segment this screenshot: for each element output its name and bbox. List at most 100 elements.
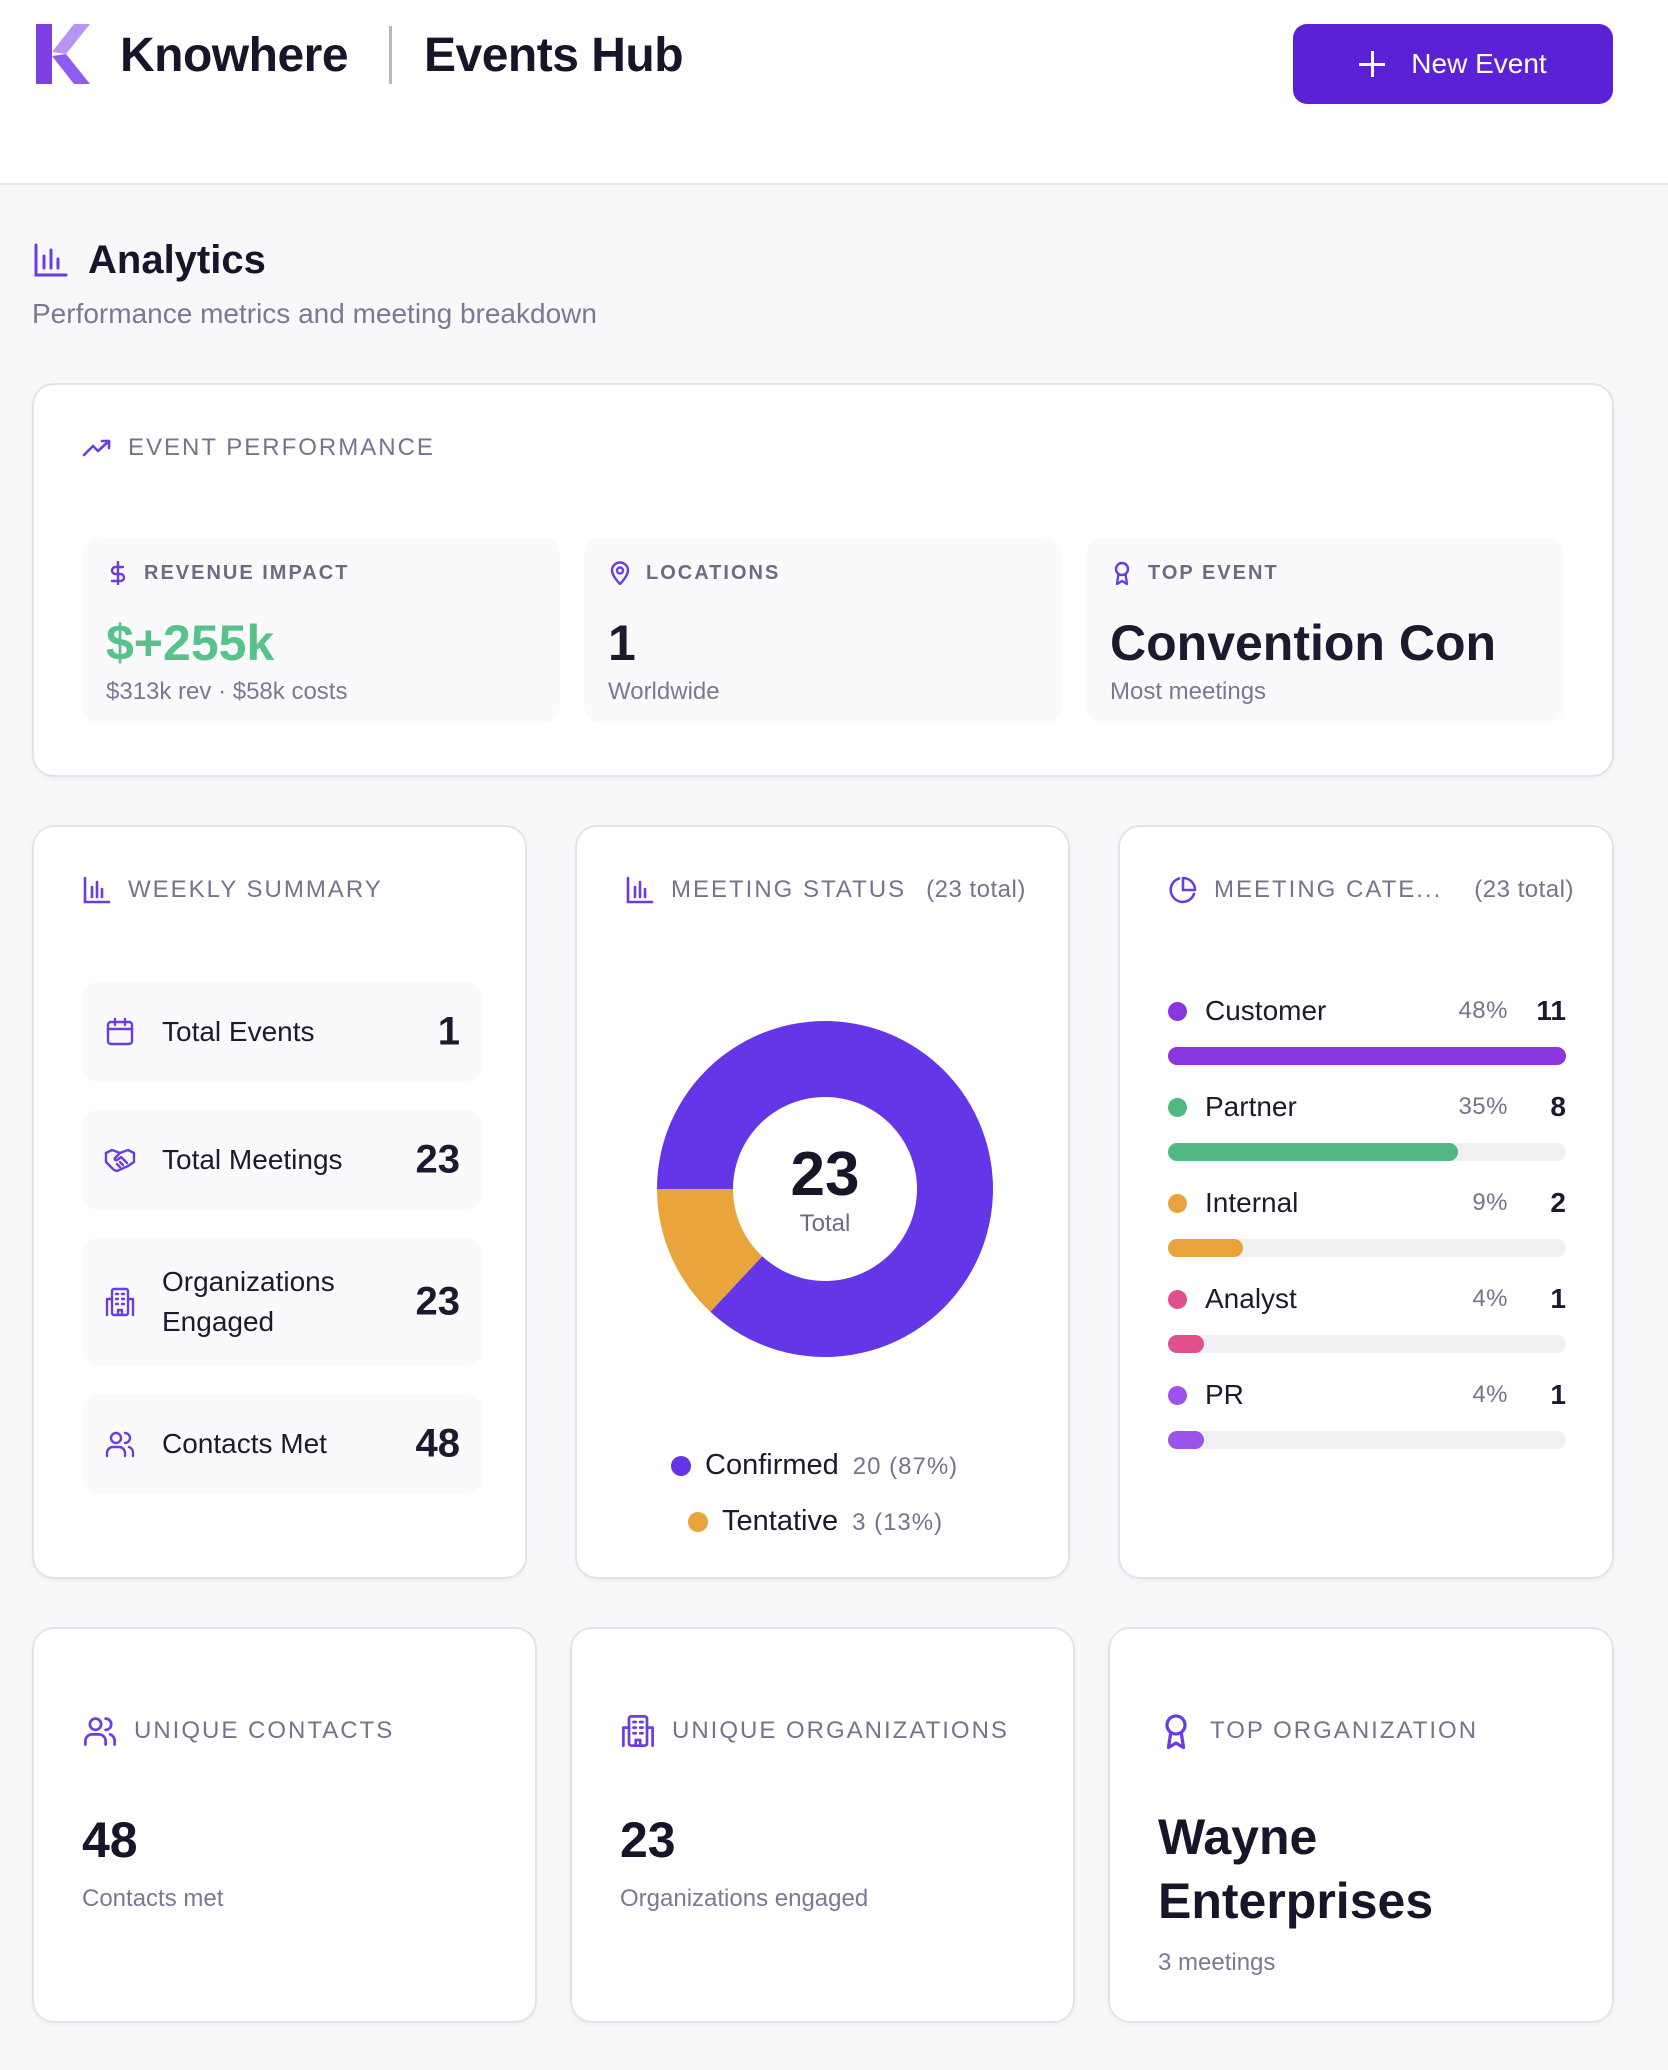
knowhere-logo-icon[interactable] <box>36 24 90 84</box>
unique-organizations-heading: UNIQUE ORGANIZATIONS <box>620 1713 1009 1749</box>
new-event-button[interactable]: New Event <box>1293 24 1613 104</box>
meeting-status-label: MEETING STATUS <box>671 876 907 903</box>
category-name: Analyst <box>1205 1283 1297 1314</box>
revenue-impact-tile: REVENUE IMPACT $+255k $313k rev · $58k c… <box>82 537 560 723</box>
category-item: Customer 48% 11 <box>1168 991 1566 1071</box>
weekly-summary-card: WEEKLY SUMMARY Total Events 1 Total Meet… <box>32 825 527 1579</box>
category-count: 8 <box>1550 1091 1566 1122</box>
category-item: PR 4% 1 <box>1168 1375 1566 1455</box>
unique-organizations-detail: Organizations engaged <box>620 1885 869 1912</box>
weekly-row-total-events: Total Events 1 <box>82 982 482 1082</box>
unique-organizations-label: UNIQUE ORGANIZATIONS <box>672 1717 1009 1744</box>
weekly-row-value: 23 <box>415 1279 461 1324</box>
category-bar-fill <box>1168 1335 1204 1353</box>
unique-contacts-label: UNIQUE CONTACTS <box>134 1717 395 1744</box>
meeting-categories-label: MEETING CATE... <box>1214 876 1443 903</box>
legend-label: Tentative <box>722 1505 839 1537</box>
map-pin-icon <box>610 561 630 585</box>
brand-divider <box>389 26 392 84</box>
category-dot <box>1168 1385 1187 1405</box>
donut-center: 23 Total <box>657 1021 993 1357</box>
page-title: Events Hub <box>424 29 684 82</box>
legend-detail: 3 (13%) <box>852 1509 944 1536</box>
pie-chart-icon <box>1169 876 1197 904</box>
locations-value: 1 <box>608 615 636 671</box>
top-event-value: Convention Con <box>1110 615 1497 671</box>
category-count: 1 <box>1550 1283 1566 1314</box>
category-name: Partner <box>1205 1091 1297 1122</box>
category-bar-track <box>1168 1431 1566 1449</box>
trending-up-icon <box>82 439 111 457</box>
category-item: Partner 35% 8 <box>1168 1087 1566 1167</box>
analytics-title: Analytics <box>88 238 266 282</box>
donut-slice-tentative[interactable] <box>657 1189 763 1312</box>
category-item: Analyst 4% 1 <box>1168 1279 1566 1359</box>
top-organization-label: TOP ORGANIZATION <box>1210 1717 1479 1744</box>
donut-slice-confirmed[interactable] <box>657 1021 993 1357</box>
weekly-row-value: 48 <box>415 1421 461 1466</box>
event-performance-card: EVENT PERFORMANCE REVENUE IMPACT $+255k … <box>32 383 1614 777</box>
unique-organizations-value: 23 <box>620 1812 676 1868</box>
category-dot <box>1168 1001 1187 1021</box>
calendar-icon <box>106 1017 134 1046</box>
revenue-impact-label: REVENUE IMPACT <box>144 561 350 584</box>
legend-dot <box>688 1511 708 1532</box>
category-bar-track <box>1168 1143 1566 1161</box>
legend-dot <box>671 1455 691 1476</box>
category-count: 11 <box>1536 995 1566 1026</box>
bar-chart-icon <box>34 243 68 277</box>
weekly-row-contacts-met: Contacts Met 48 <box>82 1394 482 1494</box>
category-percent: 9% <box>1472 1189 1508 1216</box>
category-bar-track <box>1168 1335 1566 1353</box>
award-icon <box>1114 561 1130 585</box>
top-event-tile: TOP EVENT Convention Con Most meetings <box>1086 537 1564 723</box>
meeting-categories-heading: MEETING CATE... (23 total) <box>1168 875 1574 905</box>
legend-detail: 20 (87%) <box>852 1453 959 1480</box>
category-bar-fill <box>1168 1047 1566 1065</box>
meeting-categories-total: (23 total) <box>1474 876 1574 903</box>
weekly-row-label: Organizations Engaged <box>162 1266 335 1337</box>
users-icon <box>84 1717 116 1746</box>
weekly-row-label: Total Meetings <box>162 1144 343 1175</box>
weekly-summary-label: WEEKLY SUMMARY <box>128 876 383 903</box>
building-icon <box>105 1287 135 1317</box>
category-percent: 48% <box>1458 997 1508 1024</box>
legend-label: Confirmed <box>705 1449 839 1481</box>
unique-contacts-heading: UNIQUE CONTACTS <box>82 1713 394 1749</box>
category-row: Customer 48% 11 <box>1168 991 1566 1031</box>
top-event-label: TOP EVENT <box>1148 561 1279 584</box>
weekly-summary-heading: WEEKLY SUMMARY <box>82 875 383 905</box>
unique-contacts-detail: Contacts met <box>82 1885 224 1912</box>
donut-total-value: 23 <box>790 1140 860 1209</box>
weekly-row-label: Total Events <box>162 1016 315 1047</box>
weekly-row-total-meetings: Total Meetings 23 <box>82 1110 482 1210</box>
category-bar-fill <box>1168 1431 1204 1449</box>
meeting-status-chart: 23 Total <box>657 1021 993 1357</box>
category-dot <box>1168 1097 1187 1117</box>
top-event-detail: Most meetings <box>1110 678 1267 705</box>
category-count: 1 <box>1550 1379 1566 1410</box>
top-bar: Knowhere Events Hub New Event <box>0 0 1668 185</box>
top-organization-heading: TOP ORGANIZATION <box>1158 1713 1478 1749</box>
category-bar-fill <box>1168 1239 1243 1257</box>
meeting-status-total: (23 total) <box>926 876 1026 903</box>
building-icon <box>622 1715 654 1747</box>
bar-chart-icon <box>83 876 111 904</box>
category-row: Analyst 4% 1 <box>1168 1279 1566 1319</box>
new-event-label: New Event <box>1411 48 1547 79</box>
brand-name: Knowhere <box>120 29 349 82</box>
category-percent: 4% <box>1472 1285 1508 1312</box>
category-name: Customer <box>1205 995 1327 1026</box>
bar-chart-icon <box>626 876 654 904</box>
category-row: Internal 9% 2 <box>1168 1183 1566 1223</box>
top-organization-detail: 3 meetings <box>1158 1949 1276 1976</box>
weekly-row-label: Contacts Met <box>162 1428 327 1459</box>
unique-contacts-card: UNIQUE CONTACTS 48 Contacts met <box>32 1627 537 2023</box>
category-name: Internal <box>1205 1187 1299 1218</box>
weekly-row-value: 1 <box>437 1009 460 1054</box>
legend-tentative: Tentative 3 (13%) <box>688 1505 943 1538</box>
unique-organizations-card: UNIQUE ORGANIZATIONS 23 Organizations en… <box>570 1627 1075 2023</box>
meeting-status-heading: MEETING STATUS (23 total) <box>625 875 1026 905</box>
locations-tile: LOCATIONS 1 Worldwide <box>584 537 1062 723</box>
category-dot <box>1168 1289 1187 1309</box>
